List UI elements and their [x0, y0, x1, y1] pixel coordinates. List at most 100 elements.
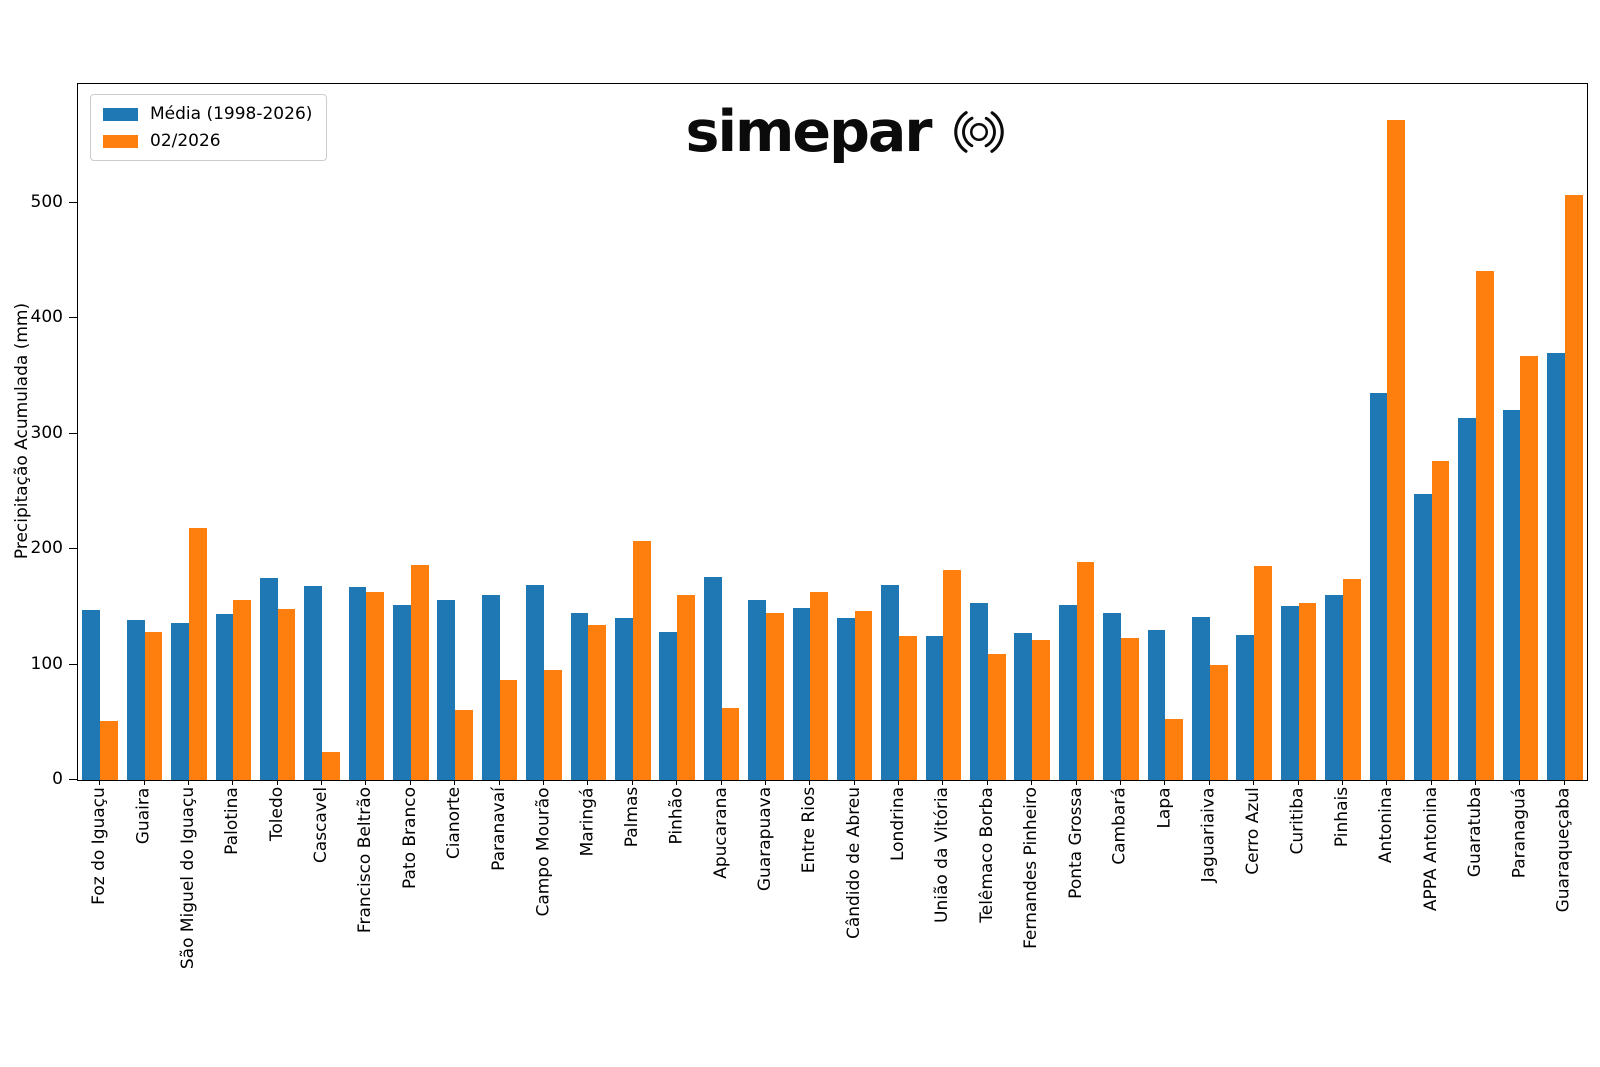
- bar-media: [126, 619, 145, 780]
- bar-media: [1325, 595, 1343, 780]
- x-tick-label: Cianorte: [444, 786, 465, 860]
- bar-media: [259, 578, 278, 780]
- bar-media: [615, 618, 633, 780]
- x-tick-label: Ponta Grossa: [1065, 787, 1086, 899]
- x-tick: [631, 780, 633, 785]
- bar-media: [1236, 634, 1255, 780]
- y-tick-label: 100: [30, 653, 63, 674]
- x-tick-label: Pinhão: [666, 787, 687, 844]
- x-tick-label: Toledo: [266, 786, 287, 842]
- bar-media: [393, 604, 411, 780]
- bar-current: [1476, 271, 1494, 780]
- x-tick: [1075, 780, 1077, 785]
- x-tick-label: Telêmaco Borba: [976, 787, 997, 923]
- x-tick-label: Pato Branco: [399, 787, 420, 889]
- bar-media: [1147, 629, 1166, 780]
- x-tick: [1563, 780, 1565, 785]
- x-tick: [187, 780, 189, 785]
- x-tick: [1208, 780, 1210, 785]
- x-tick: [809, 780, 811, 785]
- simepar-logo: simepar: [638, 92, 1058, 172]
- bar-current: [1032, 640, 1050, 780]
- x-tick: [1164, 780, 1166, 785]
- bar-current: [765, 612, 784, 780]
- bar-current: [277, 609, 296, 780]
- x-tick-label: Maringá: [577, 787, 598, 856]
- y-tick-label: 0: [52, 769, 63, 789]
- x-tick-label: Cerro Azul: [1242, 787, 1263, 875]
- legend-label-022026: 02/2026: [150, 131, 221, 151]
- x-tick-label: Cascavel: [311, 786, 332, 864]
- x-tick: [1519, 780, 1521, 785]
- bar-current: [588, 625, 607, 780]
- y-tick: [69, 201, 77, 203]
- bar-media: [82, 610, 101, 780]
- x-tick: [986, 780, 988, 785]
- x-tick-label: Paranavaí: [488, 787, 509, 871]
- bar-media: [171, 623, 189, 780]
- bar-media: [970, 603, 988, 780]
- legend-swatch-media: [103, 107, 138, 121]
- bar-media: [526, 584, 544, 780]
- bar-media: [437, 599, 456, 780]
- bar-current: [810, 591, 829, 780]
- bar-media: [348, 587, 367, 780]
- x-tick: [543, 780, 544, 785]
- x-tick-label: Cândido de Abreu: [843, 786, 864, 940]
- bar-current: [987, 654, 1006, 780]
- x-tick-label: Guaratuba: [1465, 786, 1486, 878]
- bar-media: [792, 608, 811, 780]
- bar-media: [1058, 604, 1077, 780]
- x-tick: [587, 780, 589, 785]
- bar-current: [1165, 718, 1184, 780]
- bar-current: [677, 595, 695, 780]
- x-tick-label: Palotina: [222, 787, 243, 855]
- x-tick: [853, 780, 855, 785]
- bar-current: [1342, 579, 1361, 780]
- bar-current: [632, 541, 651, 780]
- x-tick: [1341, 780, 1343, 785]
- bar-current: [1254, 566, 1272, 780]
- bar-current: [899, 635, 917, 780]
- x-tick: [143, 780, 145, 785]
- x-tick-label: Apucarana: [710, 787, 731, 879]
- bar-current: [1209, 664, 1228, 780]
- x-tick-label: Campo Mourão: [533, 786, 554, 917]
- bar-current: [366, 591, 385, 780]
- x-tick: [365, 780, 367, 785]
- bar-current: [1520, 356, 1539, 780]
- bar-media: [1547, 352, 1565, 780]
- legend-swatch-022026: [103, 134, 138, 148]
- bar-media: [1369, 393, 1388, 780]
- x-tick: [1297, 780, 1299, 785]
- bar-media: [1502, 409, 1521, 780]
- bar-media: [1103, 612, 1121, 780]
- x-tick: [276, 780, 278, 785]
- x-tick-label: Palmas: [622, 786, 642, 848]
- plot-area: Média (1998-2026) 02/2026 simepar: [77, 83, 1588, 781]
- bar-current: [322, 752, 340, 780]
- x-tick-label: Jaguariaiva: [1198, 787, 1219, 882]
- bar-current: [455, 709, 473, 780]
- y-tick-label: 400: [30, 307, 63, 328]
- x-tick: [99, 780, 101, 785]
- x-tick: [1253, 780, 1255, 785]
- x-tick: [232, 780, 234, 785]
- y-tick: [69, 432, 77, 434]
- bar-current: [1564, 194, 1583, 780]
- legend-item-022026: 02/2026: [103, 131, 312, 151]
- y-tick: [69, 663, 77, 665]
- x-tick: [1430, 780, 1432, 785]
- x-tick-label: Londrina: [888, 786, 909, 862]
- bar-media: [881, 584, 900, 780]
- y-tick-label: 500: [30, 191, 63, 212]
- bar-current: [1120, 638, 1139, 780]
- bar-media: [1413, 493, 1432, 780]
- x-tick: [1475, 780, 1477, 785]
- y-tick: [69, 317, 77, 319]
- legend-item-media: Média (1998-2026): [103, 104, 312, 124]
- bar-current: [499, 679, 518, 780]
- bar-media: [703, 576, 722, 780]
- bar-media: [1014, 633, 1033, 780]
- x-tick: [942, 780, 944, 785]
